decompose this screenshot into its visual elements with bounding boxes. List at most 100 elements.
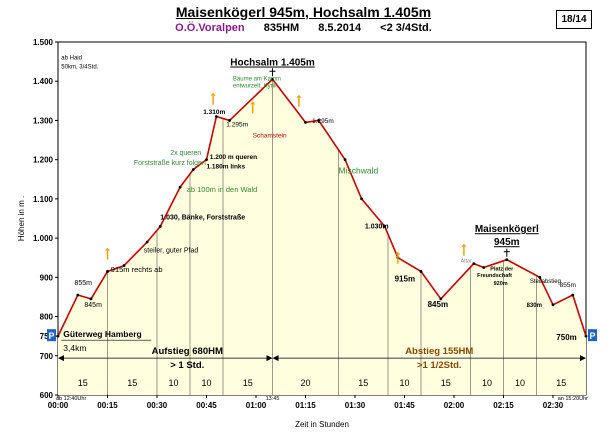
profile-point bbox=[551, 303, 555, 307]
x-tick-label: 00:15 bbox=[97, 401, 118, 410]
profile-point bbox=[89, 297, 93, 301]
y-tick-label: 1.000 bbox=[33, 234, 54, 243]
annotation-label: 1.030, Bänke, Forststraße bbox=[160, 214, 245, 221]
profile-segment bbox=[473, 262, 484, 269]
phase-arrow-head bbox=[266, 355, 273, 362]
segment-duration-label: 15 bbox=[358, 378, 368, 388]
x-tick-label: 01:30 bbox=[345, 401, 366, 410]
peak-label-hochsalm: Hochsalm 1.405m bbox=[230, 58, 315, 69]
annotation-label: Mischwald bbox=[339, 165, 379, 175]
segment-duration-label: 10 bbox=[168, 378, 178, 388]
annotation-label: 855m bbox=[560, 282, 576, 289]
waypoint-marker-icon bbox=[210, 92, 216, 96]
profile-segment bbox=[271, 78, 307, 123]
profile-segment bbox=[57, 294, 79, 337]
y-tick-label: 750 bbox=[40, 332, 54, 341]
profile-segment bbox=[360, 198, 386, 227]
peak-elevation-label: 945m bbox=[494, 237, 520, 248]
profile-segment bbox=[572, 294, 587, 337]
waypoint-marker-icon bbox=[461, 243, 467, 247]
page-number-box: 18/14 bbox=[556, 10, 592, 29]
profile-point bbox=[439, 297, 443, 301]
profile-segment bbox=[90, 271, 109, 300]
phase-arrow-head bbox=[58, 355, 64, 362]
parking-marker-label: P bbox=[48, 331, 54, 341]
annotation-label: 845m bbox=[84, 302, 102, 309]
profile-segment bbox=[383, 226, 399, 259]
parking-marker-icon bbox=[47, 329, 56, 342]
profile-point bbox=[178, 185, 182, 189]
y-axis-label: Höhen in m . bbox=[17, 196, 26, 241]
profile-point bbox=[419, 270, 423, 273]
segment-duration-label: 15 bbox=[127, 378, 137, 388]
profile-segment bbox=[318, 119, 346, 161]
y-tick-label: 600 bbox=[40, 391, 54, 400]
annotation-label: 1.295m bbox=[312, 118, 334, 125]
y-tick-label: 1.100 bbox=[33, 195, 54, 204]
annotation-label: 855m bbox=[75, 280, 93, 287]
annotation-label: Forststraße kurz folgen bbox=[134, 160, 206, 167]
waypoint-marker-icon bbox=[296, 94, 302, 98]
x-tick-label: 02:30 bbox=[543, 401, 564, 410]
waypoint-marker-icon bbox=[250, 101, 256, 105]
parking-marker-label: P bbox=[589, 331, 595, 341]
chart-title: Maisenkögerl 945m, Hochsalm 1.405m bbox=[175, 4, 432, 20]
profile-point bbox=[482, 266, 486, 269]
region-label: O.Ö.Voralpen bbox=[175, 22, 245, 34]
segment-duration-label: 15 bbox=[441, 378, 451, 388]
profile-point bbox=[228, 119, 232, 122]
segment-duration-label: 10 bbox=[201, 378, 211, 388]
segment-duration-label: 15 bbox=[78, 378, 88, 388]
x-tick-label: 02:00 bbox=[444, 401, 465, 410]
x-tick-label: 00:00 bbox=[48, 401, 69, 410]
profile-segment bbox=[123, 241, 148, 267]
profile-segment bbox=[205, 116, 218, 160]
annotation-label: Bäume am Kamm bbox=[233, 76, 281, 82]
profile-point bbox=[106, 270, 109, 273]
annotation-label: 845m bbox=[428, 300, 448, 309]
profile-point bbox=[122, 264, 126, 267]
x-axis-label: Zeit in Stunden bbox=[295, 420, 349, 429]
profile-segment bbox=[229, 78, 274, 122]
annotation-label: Schamstein bbox=[253, 133, 287, 140]
profile-segment bbox=[440, 263, 475, 300]
profile-point bbox=[76, 293, 80, 297]
annotation-label: Freundschaft bbox=[477, 273, 512, 279]
profile-point bbox=[505, 258, 509, 262]
phase-label: Aufstieg 680HM bbox=[152, 346, 223, 357]
phase-duration-label: > 1 Std. bbox=[170, 360, 204, 371]
annotation-label: 50km, 3/4Std. bbox=[61, 65, 98, 71]
profile-point bbox=[215, 115, 218, 118]
profile-segment bbox=[552, 294, 574, 306]
annotation-label: Steilabstieg bbox=[530, 279, 561, 285]
annotation-label: 750m bbox=[556, 333, 576, 342]
annotation-label: 915m rechts ab bbox=[111, 265, 163, 274]
segment-duration-label: 20 bbox=[300, 378, 310, 388]
profile-segment bbox=[192, 159, 207, 171]
segment-duration-label: 10 bbox=[482, 378, 492, 388]
segment-duration-label: 10 bbox=[515, 378, 525, 388]
annotation-label: ab 100m in den Wald bbox=[187, 185, 258, 194]
waypoint-marker-icon bbox=[395, 251, 401, 255]
phase-arrow-head bbox=[580, 355, 586, 362]
profile-point bbox=[383, 224, 387, 228]
profile-point bbox=[317, 119, 321, 122]
time-note: 13:45 bbox=[266, 396, 280, 402]
segment-duration-label: 15 bbox=[556, 378, 566, 388]
segment-duration-label: 10 bbox=[399, 378, 409, 388]
profile-point bbox=[584, 334, 588, 338]
profile-segment bbox=[159, 186, 181, 227]
profile-segment bbox=[483, 258, 508, 269]
profile-point bbox=[571, 293, 575, 297]
phase-label: Abstieg 155HM bbox=[405, 346, 473, 357]
profile-segment bbox=[420, 270, 442, 300]
annotation-label: steiler, guter Pfad bbox=[144, 248, 199, 255]
annotation-label: 1.180m links bbox=[207, 163, 246, 170]
profile-segment bbox=[539, 276, 554, 306]
annotation-label: 830m bbox=[527, 303, 542, 309]
x-tick-label: 02:15 bbox=[493, 401, 514, 410]
subtitle: O.Ö.Voralpen 835HM 8.5.2014 <2 3/4Std. bbox=[0, 22, 607, 34]
parking-marker-icon bbox=[588, 329, 597, 342]
time-note: an 15:20Uhr bbox=[558, 396, 588, 402]
